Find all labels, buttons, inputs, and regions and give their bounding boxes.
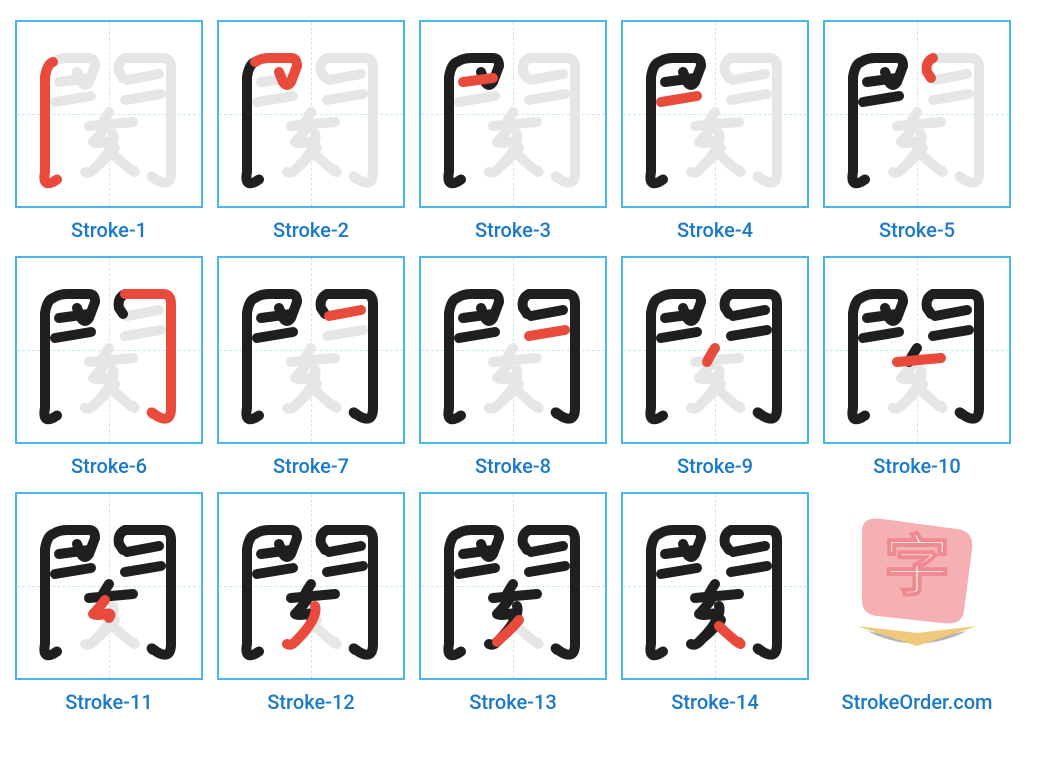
stroke-tile xyxy=(15,256,203,444)
glyph xyxy=(219,22,403,206)
stroke-caption: Stroke-10 xyxy=(873,454,960,478)
stroke-tile xyxy=(419,256,607,444)
stroke-cell: Stroke-11 xyxy=(15,492,203,714)
stroke-cell: Stroke-8 xyxy=(419,256,607,478)
stroke-cell: Stroke-3 xyxy=(419,20,607,242)
glyph xyxy=(623,494,807,678)
glyph xyxy=(17,494,201,678)
glyph xyxy=(219,258,403,442)
stroke-cell: Stroke-7 xyxy=(217,256,405,478)
glyph xyxy=(421,494,605,678)
glyph xyxy=(623,22,807,206)
stroke-tile xyxy=(217,256,405,444)
stroke-tile xyxy=(823,256,1011,444)
stroke-grid: Stroke-1 Stroke-2 Stroke-3 Stroke-4 Stro… xyxy=(15,20,1035,714)
stroke-caption: Stroke-7 xyxy=(273,454,349,478)
stroke-cell: Stroke-10 xyxy=(823,256,1011,478)
footer-cell: 字 StrokeOrder.com xyxy=(823,492,1011,714)
stroke-caption: Stroke-14 xyxy=(671,690,758,714)
stroke-caption: Stroke-4 xyxy=(677,218,753,242)
glyph xyxy=(825,258,1009,442)
stroke-tile xyxy=(621,492,809,680)
stroke-cell: Stroke-14 xyxy=(621,492,809,714)
stroke-tile xyxy=(217,20,405,208)
stroke-tile xyxy=(15,492,203,680)
glyph xyxy=(17,258,201,442)
stroke-tile xyxy=(419,492,607,680)
stroke-cell: Stroke-5 xyxy=(823,20,1011,242)
stroke-cell: Stroke-1 xyxy=(15,20,203,242)
stroke-cell: Stroke-13 xyxy=(419,492,607,714)
stroke-tile xyxy=(621,20,809,208)
stroke-cell: Stroke-6 xyxy=(15,256,203,478)
stroke-caption: Stroke-9 xyxy=(677,454,753,478)
glyph xyxy=(421,22,605,206)
footer-text: StrokeOrder.com xyxy=(842,690,993,714)
stroke-cell: Stroke-2 xyxy=(217,20,405,242)
stroke-caption: Stroke-2 xyxy=(273,218,349,242)
glyph xyxy=(219,494,403,678)
stroke-tile xyxy=(217,492,405,680)
stroke-caption: Stroke-11 xyxy=(65,690,152,714)
glyph xyxy=(17,22,201,206)
stroke-caption: Stroke-8 xyxy=(475,454,551,478)
stroke-caption: Stroke-3 xyxy=(475,218,551,242)
stroke-cell: Stroke-12 xyxy=(217,492,405,714)
stroke-caption: Stroke-1 xyxy=(71,218,147,242)
glyph xyxy=(421,258,605,442)
stroke-caption: Stroke-5 xyxy=(879,218,955,242)
stroke-tile xyxy=(419,20,607,208)
logo-icon: 字 xyxy=(823,492,1011,680)
stroke-tile xyxy=(823,20,1011,208)
stroke-caption: Stroke-13 xyxy=(469,690,556,714)
glyph xyxy=(623,258,807,442)
stroke-tile xyxy=(15,20,203,208)
svg-text:字: 字 xyxy=(884,529,950,603)
glyph xyxy=(825,22,1009,206)
stroke-caption: Stroke-12 xyxy=(267,690,354,714)
stroke-tile xyxy=(621,256,809,444)
stroke-cell: Stroke-9 xyxy=(621,256,809,478)
stroke-caption: Stroke-6 xyxy=(71,454,147,478)
stroke-cell: Stroke-4 xyxy=(621,20,809,242)
